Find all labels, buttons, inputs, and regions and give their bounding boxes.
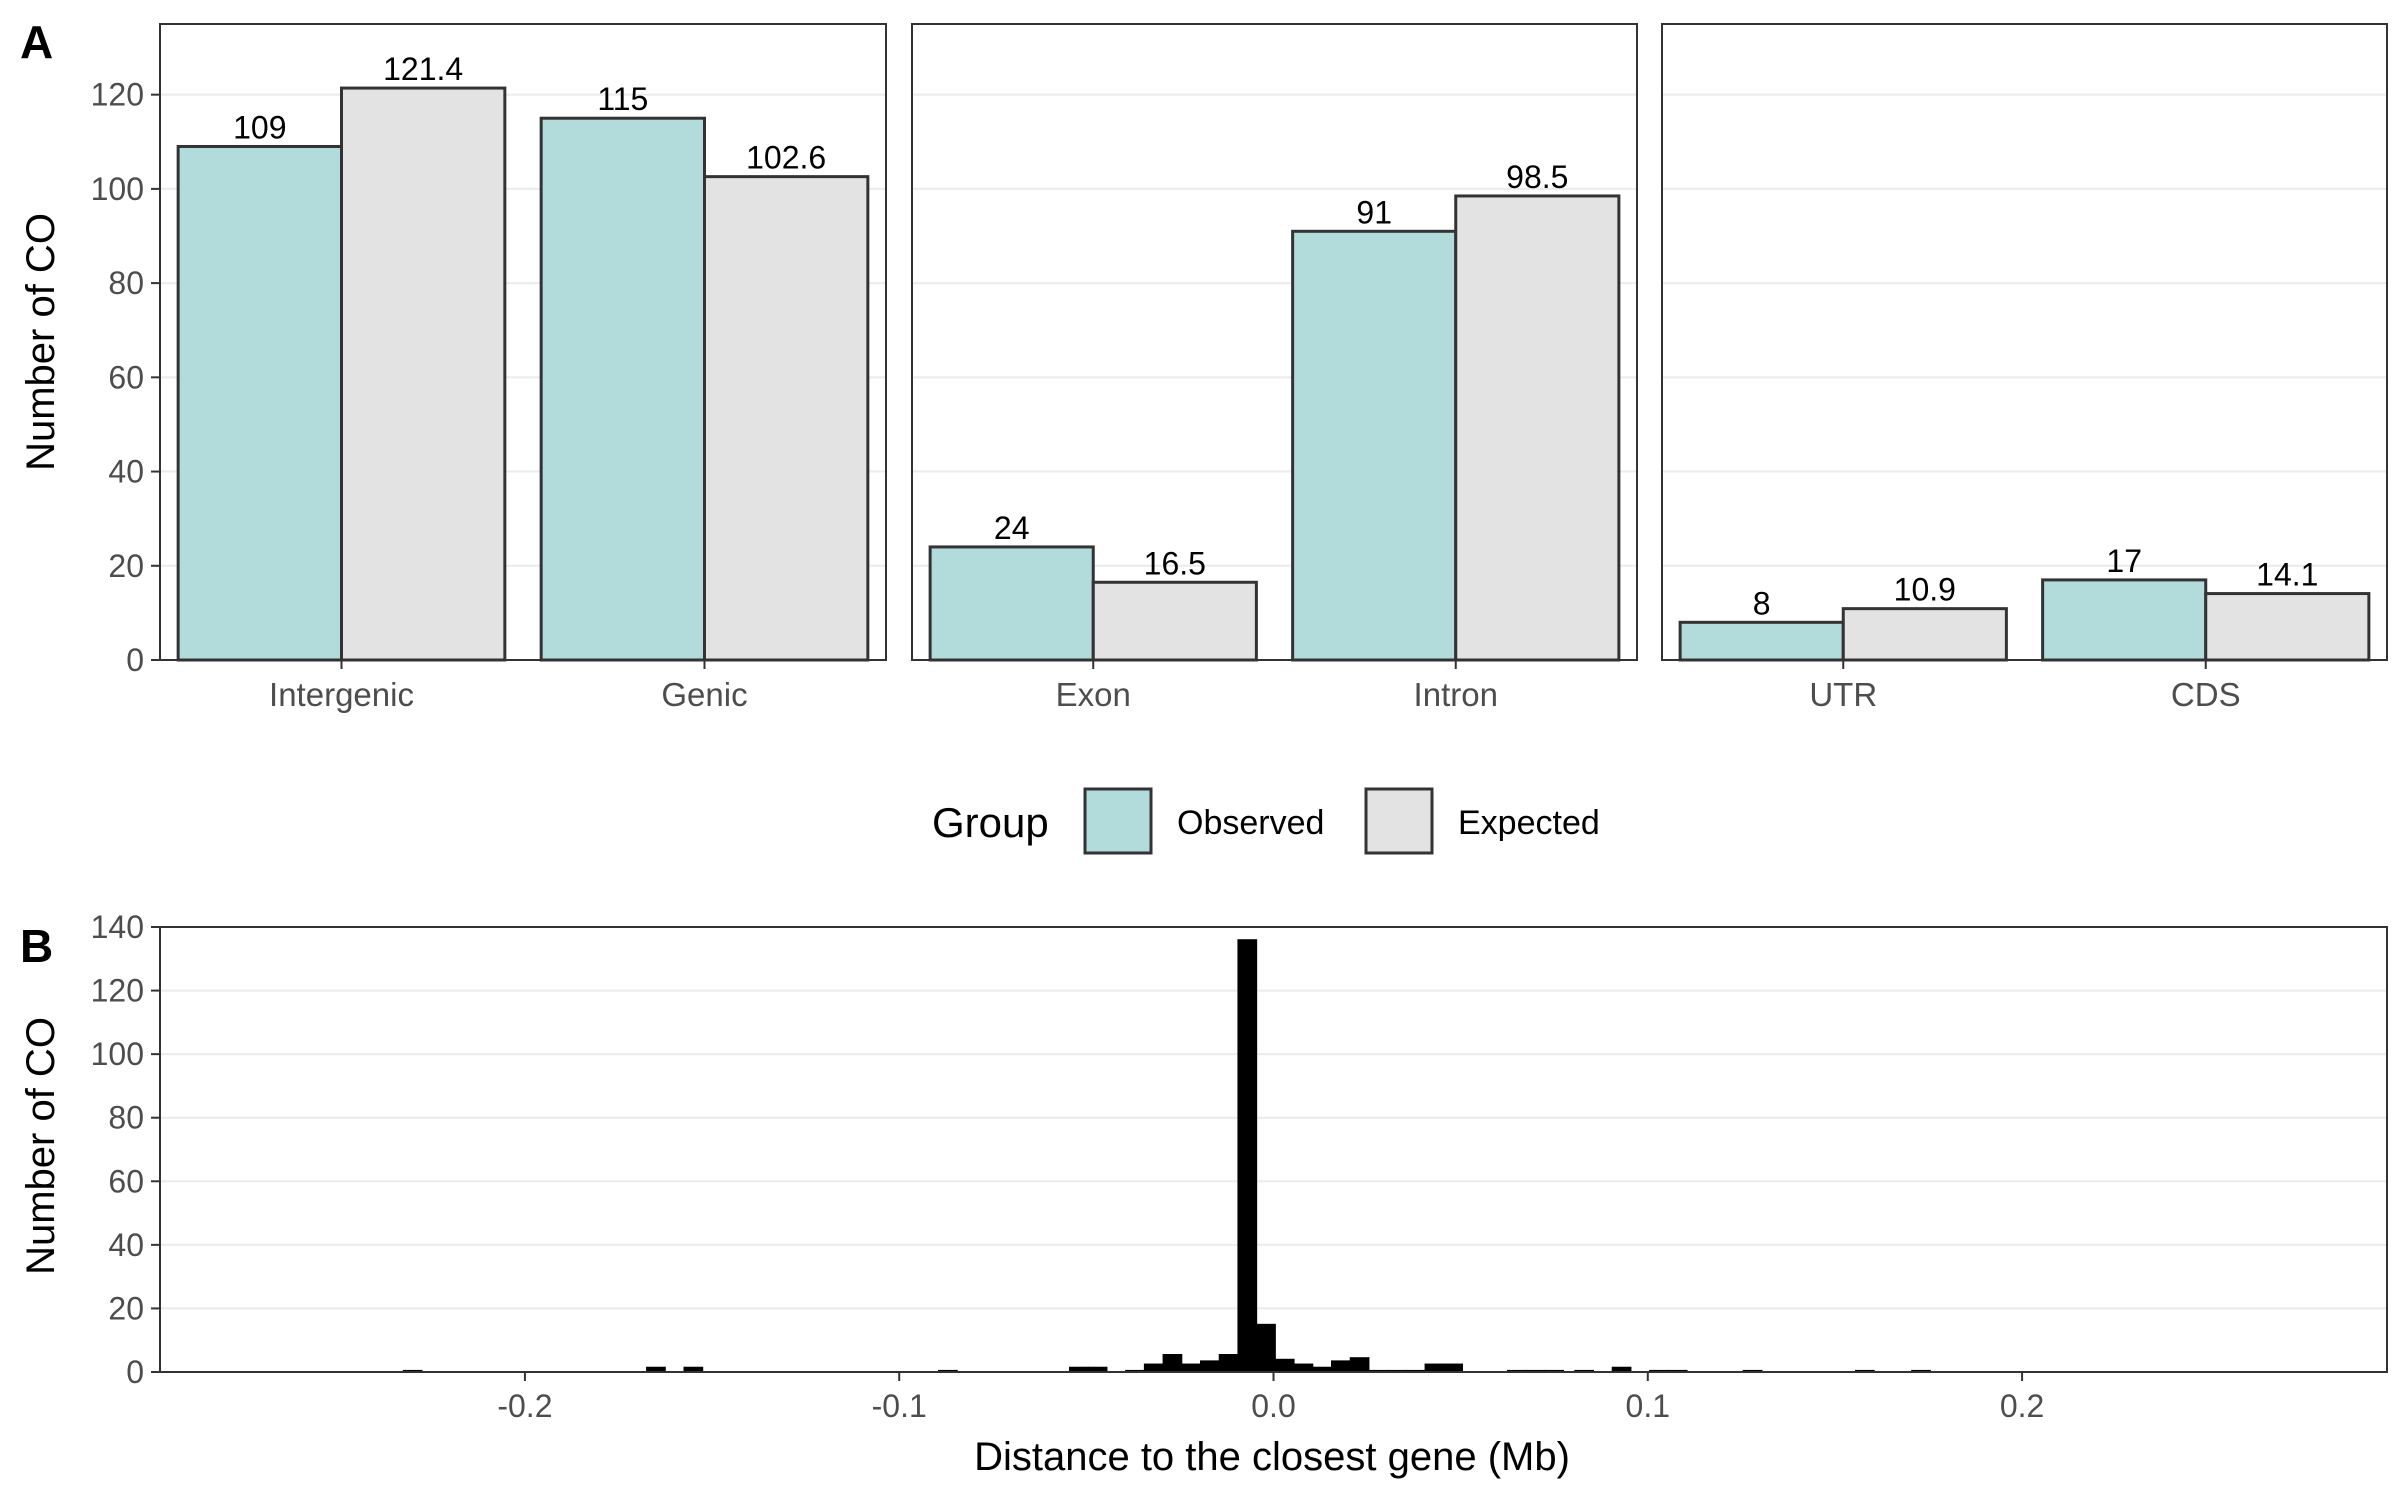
legend-title: Group bbox=[932, 799, 1049, 846]
panel-a-bar-observed bbox=[1678, 620, 1845, 662]
panel-a-data-label: 17 bbox=[2106, 543, 2142, 579]
panel-b-y-tick-label: 140 bbox=[91, 909, 144, 945]
panel-b-y-tick-label: 20 bbox=[108, 1290, 144, 1326]
panel-b-letter: B bbox=[20, 920, 53, 972]
histogram-bar bbox=[1293, 1363, 1314, 1373]
panel-a-y-tick-label: 120 bbox=[91, 77, 144, 113]
panel-a-data-label: 10.9 bbox=[1894, 572, 1956, 608]
panel-a-bar-expected bbox=[1091, 580, 1258, 662]
histogram-bar bbox=[1143, 1363, 1164, 1373]
panel-b-x-tick-label: 0.2 bbox=[2000, 1388, 2044, 1424]
panel-a-y-tick-label: 100 bbox=[91, 171, 144, 207]
panel-a-facet-frame bbox=[1661, 23, 2388, 661]
panel-b-x-tick-label: 0.1 bbox=[1626, 1388, 1670, 1424]
panel-a-bar-expected bbox=[1841, 607, 2008, 662]
panel-a-facet-frame bbox=[911, 23, 1638, 661]
panel-a-bar-expected bbox=[1454, 194, 1621, 662]
panel-a-bars: 109 121.4 115 102.6 24 16.5 91 98.5 8 10.9 17 14.1 bbox=[176, 51, 2371, 662]
legend-label-observed: Observed bbox=[1177, 804, 1324, 842]
legend: Group Observed Expected bbox=[932, 787, 1600, 855]
panel-a-data-label: 16.5 bbox=[1144, 545, 1206, 581]
panel-a-bar-observed bbox=[2041, 578, 2208, 662]
panel-a-data-label: 115 bbox=[597, 81, 648, 117]
panel-a-bar-expected bbox=[703, 175, 870, 662]
panel-a-bar-observed bbox=[539, 116, 707, 662]
panel-a-bar-observed bbox=[928, 545, 1095, 662]
panel-a-bar-expected bbox=[2204, 592, 2371, 662]
panel-a-data-label: 102.6 bbox=[746, 140, 826, 176]
panel-a-y-tick-label: 80 bbox=[108, 265, 144, 301]
panel-a-category-labels: Intergenic Genic Exon Intron UTR CDS bbox=[269, 660, 2241, 713]
histogram-bar bbox=[1256, 1323, 1276, 1373]
histogram-bar bbox=[1162, 1354, 1183, 1373]
legend-label-expected: Expected bbox=[1458, 804, 1600, 842]
histogram-bar bbox=[1274, 1358, 1295, 1373]
histogram-bar bbox=[1424, 1363, 1445, 1373]
panel-b-y-tick-label: 100 bbox=[91, 1036, 144, 1072]
panel-a-bar-observed bbox=[176, 144, 343, 662]
panel-b-y-tick-label: 0 bbox=[126, 1354, 144, 1390]
panel-b-y-axis-title: Number of CO bbox=[19, 1017, 63, 1275]
legend-key-expected bbox=[1364, 787, 1434, 855]
panel-a-y-axis-title: Number of CO bbox=[19, 213, 63, 471]
histogram-bar bbox=[1237, 939, 1258, 1373]
panel-a-y-tick-label: 0 bbox=[126, 642, 144, 678]
panel-a-facet-frames bbox=[159, 23, 2388, 661]
panel-a-facet-frame bbox=[159, 23, 887, 661]
panel-a-data-label: 24 bbox=[994, 510, 1030, 546]
panel-a-data-label: 91 bbox=[1356, 194, 1392, 230]
panel-a-y-tick-label: 60 bbox=[108, 359, 144, 395]
panel-a: A Number of CO 109 121.4 115 102.6 24 16.5 91 9… bbox=[19, 16, 2388, 713]
panel-b-y-tick-label: 60 bbox=[108, 1163, 144, 1199]
panel-a-bar-observed bbox=[1291, 229, 1458, 662]
histogram-bar bbox=[1200, 1360, 1220, 1373]
panel-a-category-label: Intron bbox=[1414, 676, 1498, 713]
panel-b-x-tick-label: 0.0 bbox=[1251, 1388, 1295, 1424]
histogram-bar bbox=[1349, 1357, 1370, 1373]
panel-a-y-tick-label: 40 bbox=[108, 454, 144, 490]
panel-a-y-tick-label: 20 bbox=[108, 548, 144, 584]
panel-a-category-label: Exon bbox=[1056, 676, 1131, 713]
legend-key-observed bbox=[1083, 787, 1153, 855]
panel-a-category-label: CDS bbox=[2171, 676, 2241, 713]
panel-a-category-label: UTR bbox=[1809, 676, 1877, 713]
panel-b-y-tick-label: 40 bbox=[108, 1227, 144, 1263]
panel-b-y-axis: 0 20 40 60 80 100 120 140 bbox=[91, 909, 160, 1390]
histogram-bar bbox=[1443, 1363, 1464, 1373]
panel-a-category-label: Genic bbox=[661, 676, 747, 713]
histogram-bar bbox=[1331, 1360, 1351, 1373]
panel-a-category-label: Intergenic bbox=[269, 676, 414, 713]
panel-a-data-label: 8 bbox=[1753, 585, 1771, 621]
panel-b-y-tick-label: 80 bbox=[108, 1100, 144, 1136]
panel-b-x-tick-label: -0.2 bbox=[497, 1388, 552, 1424]
panel-b-x-tick-label: -0.1 bbox=[872, 1388, 927, 1424]
panel-b-x-axis-title: Distance to the closest gene (Mb) bbox=[974, 1435, 1570, 1479]
panel-a-data-label: 98.5 bbox=[1506, 159, 1568, 195]
histogram-bar bbox=[1218, 1354, 1239, 1373]
panel-a-data-label: 109 bbox=[233, 109, 286, 145]
panel-a-data-label: 14.1 bbox=[2256, 557, 2318, 593]
panel-a-bar-expected bbox=[340, 86, 507, 662]
panel-a-letter: A bbox=[20, 16, 53, 68]
panel-a-y-axis: 0 20 40 60 80 100 120 bbox=[91, 77, 160, 678]
panel-b-x-axis: -0.2 -0.1 0.0 0.1 0.2 bbox=[497, 1372, 2044, 1424]
panel-a-data-label: 121.4 bbox=[383, 51, 463, 87]
histogram-bar bbox=[1181, 1363, 1202, 1373]
panel-b-y-tick-label: 120 bbox=[91, 973, 144, 1009]
